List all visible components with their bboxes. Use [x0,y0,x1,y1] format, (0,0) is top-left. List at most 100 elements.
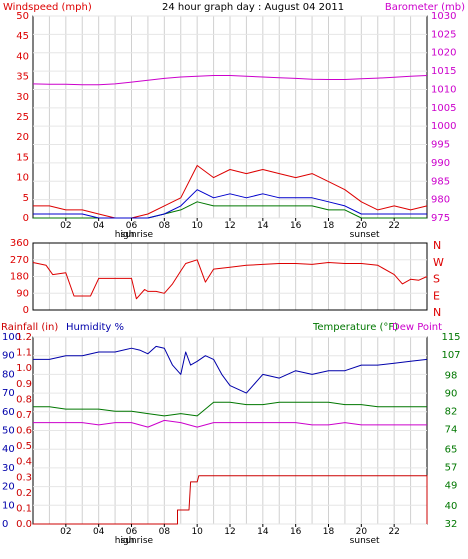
x-tick-label: 12 [224,221,235,231]
temp-tick-label: 90 [445,388,458,399]
baro-tick-label: 1025 [431,29,456,40]
x-tick-label: 06 [126,527,138,537]
x-tick-label: 08 [159,221,171,231]
wind-tick-label: 25 [16,112,29,123]
dewpoint-line [33,419,427,428]
humidity-temperature-panel: 0 10 20 30 40 50 60 70 80 90 100 0.0 0.1 0.2 0.3 0.4 0.5… [2,332,461,546]
x-annotation-sunrise: sunrise [121,536,154,546]
temp-tick-label: 32 [445,519,458,530]
wind-tick-label: 30 [16,92,29,103]
humidity-tick-label: 100 [2,332,21,343]
compass-label: N [433,306,441,319]
x-annotation-high: high [115,230,135,240]
temp-tick-label: 57 [445,463,458,474]
x-annotation-sunrise: sunrise [121,230,154,240]
barometer-label: Barometer (mb) [385,2,465,13]
barometer-line [32,75,428,86]
x-tick-label: 12 [224,527,235,537]
wind-tick-label: 45 [16,31,29,42]
baro-tick-label: 1005 [431,103,456,114]
baro-tick-label: 975 [431,213,450,224]
compass-label: S [433,273,440,286]
wind-tick-label: 0 [23,213,29,224]
x-tick-label: 14 [257,221,269,231]
rain-tick-label: 0.8 [16,394,32,405]
temp-tick-label: 74 [445,424,458,435]
temperature-label: Temperature (°F) [312,322,398,333]
x-tick-label: 22 [388,527,399,537]
rainfall-label: Rainfall (in) [1,322,58,333]
temp-tick-label: 115 [441,332,460,343]
x-tick-label: 06 [126,221,138,231]
x-tick-label: 22 [388,221,399,231]
rain-tick-label: 1.2 [16,332,32,343]
x-tick-label: 10 [191,221,203,231]
humidity-tick-label: 30 [2,463,15,474]
humidity-tick-label: 10 [2,500,15,511]
dir-tick-label: 90 [16,288,29,299]
temp-tick-label: 82 [445,406,458,417]
humidity-tick-label: 50 [2,426,15,437]
windspeed-label: Windspeed (mph) [3,2,92,13]
humidity-tick-label: 60 [2,407,15,418]
rain-tick-label: 1.0 [16,363,32,374]
x-tick-label: 20 [356,527,368,537]
temp-tick-label: 40 [445,501,458,512]
wind-tick-label: 15 [16,152,29,163]
compass-label: W [433,256,444,269]
wind-barometer-panel: 9759809859909951000100510101015102010251… [16,11,456,240]
x-tick-label: 10 [191,527,203,537]
dir-tick-label: 0 [23,305,29,316]
temp-tick-label: 49 [445,481,458,492]
x-annotation-sunset: sunset [350,536,380,546]
humidity-line [33,345,428,394]
wind-tick-label: 35 [16,72,29,83]
baro-tick-label: 990 [431,158,450,169]
baro-tick-label: 995 [431,140,450,151]
x-tick-label: 18 [323,527,335,537]
baro-tick-label: 1010 [431,84,456,95]
rain-tick-label: 0.0 [16,519,32,530]
wind-max-line [33,165,428,219]
temp-tick-label: 107 [441,350,460,361]
humidity-tick-label: 20 [2,482,15,493]
x-tick-label: 16 [290,527,302,537]
rain-tick-label: 0.7 [16,410,32,421]
compass-label: E [433,289,440,302]
x-tick-label: 04 [93,221,105,231]
x-tick-label: 02 [60,221,71,231]
wind-tick-label: 50 [16,11,29,22]
dewpoint-label: Dew Point [392,322,442,333]
rain-tick-label: 0.1 [16,503,32,514]
dir-tick-label: 180 [10,272,29,283]
humidity-tick-label: 0 [2,519,8,530]
rain-tick-label: 0.2 [16,488,32,499]
humidity-tick-label: 40 [2,444,15,455]
temp-tick-label: 98 [445,370,458,381]
rain-tick-label: 1.1 [16,348,32,359]
rainfall-line [33,475,428,525]
baro-tick-label: 1030 [431,11,456,22]
x-tick-label: 04 [93,527,105,537]
baro-tick-label: 980 [431,195,450,206]
x-annotation-sunset: sunset [350,230,380,240]
x-tick-label: 20 [356,221,368,231]
rain-tick-label: 0.5 [16,441,32,452]
graph-title: 24 hour graph day : August 04 2011 [162,2,344,13]
x-tick-label: 18 [323,221,335,231]
rain-tick-label: 0.4 [16,457,32,468]
dir-tick-label: 360 [10,238,29,249]
x-tick-label: 02 [60,527,71,537]
temp-tick-label: 65 [445,445,458,456]
x-tick-label: 14 [257,527,269,537]
baro-tick-label: 985 [431,176,450,187]
wind-tick-label: 20 [16,132,29,143]
compass-label: N [433,239,441,252]
rain-tick-label: 0.6 [16,426,32,437]
wind-tick-label: 5 [23,193,29,204]
humidity-tick-label: 70 [2,388,15,399]
rain-tick-label: 0.3 [16,472,32,483]
baro-tick-label: 1020 [431,48,456,59]
